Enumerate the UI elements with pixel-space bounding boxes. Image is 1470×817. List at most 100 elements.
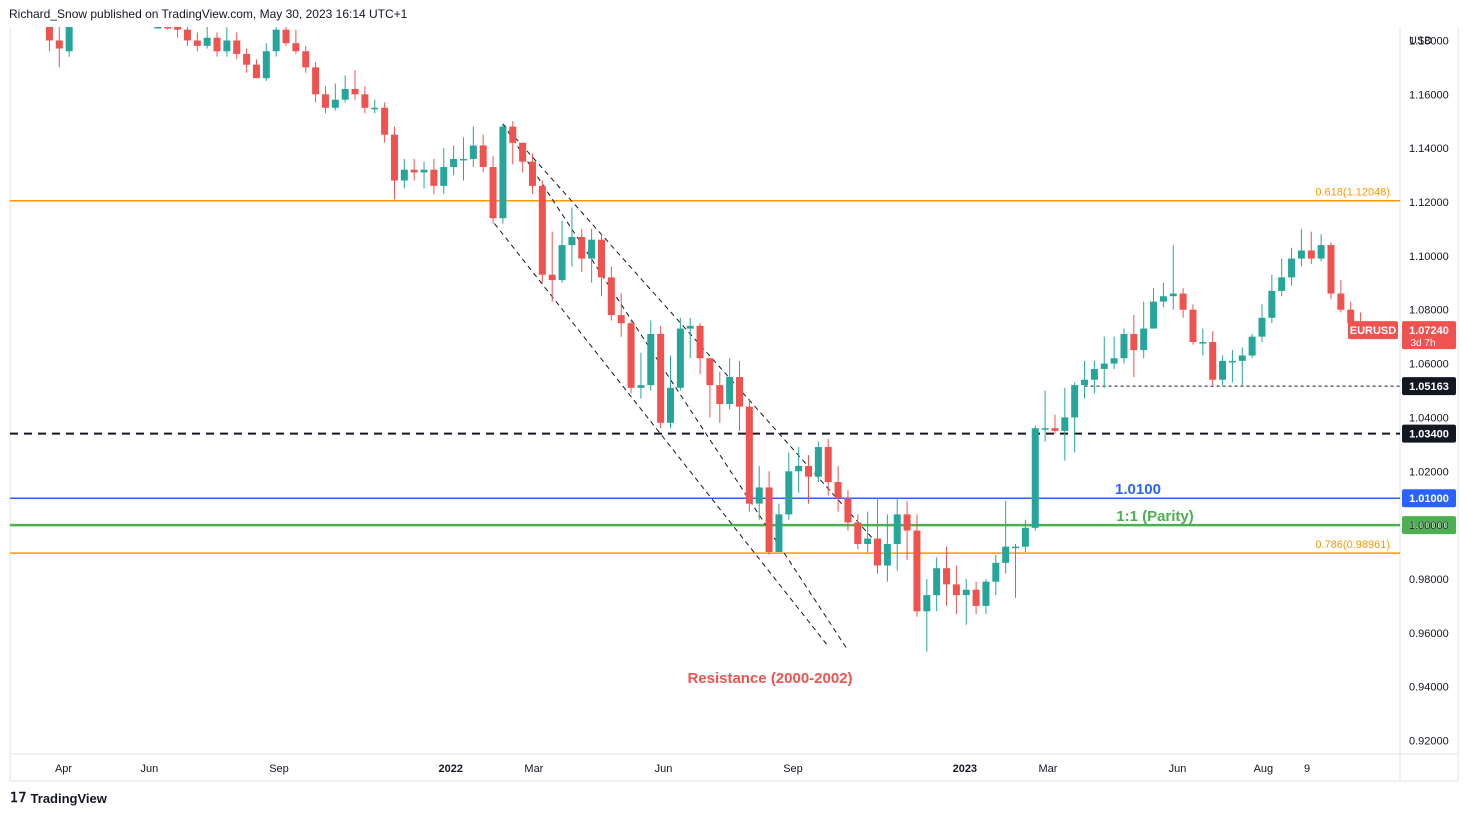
candle-body [1288,258,1296,278]
candle-body [154,27,162,29]
candle-body [765,487,773,553]
candle-body [489,167,497,219]
candle-body [509,126,517,143]
time-axis[interactable]: Apr Jun Sep 2022 Mar Jun Sep 2023 Mar Jun Aug 9 [55,763,1310,775]
candle-body [745,406,753,504]
support-level-axis-label-bg [1402,424,1456,443]
candle-body [1051,428,1059,431]
time-tick-label: 9 [1304,763,1310,775]
candle-body [371,107,379,110]
candle-body [538,185,546,275]
candle-body [854,522,862,544]
tradingview-brand: TradingView [30,791,107,806]
price-tick-label: 1.04000 [1409,412,1449,424]
candle-body [1021,527,1029,547]
candle-body [193,40,201,46]
candle-body [243,53,251,65]
time-tick-label: Sep [783,763,803,775]
candle-body [1130,333,1138,351]
candle-body [874,538,882,566]
price-tick-label: 1.06000 [1409,359,1449,371]
candle-body [469,145,477,159]
candle-body [1159,296,1167,302]
time-tick-label: Jun [655,763,673,775]
candle-body [1307,250,1315,259]
recent-low-axis-label: 1.05163 [1409,381,1449,393]
candle-body [607,277,615,316]
candle-body [913,530,921,612]
candle-body [666,387,674,423]
candle-body [65,27,73,52]
candle-body [1317,245,1325,259]
horizontal-levels [10,199,1400,554]
fib-level-label: 0.786(0.98961) [1315,539,1390,551]
candle-body [824,447,832,483]
candle-body [55,40,63,49]
parity-axis-label-bg [1402,516,1456,535]
candle-body [252,64,260,79]
plot-background [10,27,1400,754]
candle-body [1347,309,1355,324]
candle-body [410,169,418,173]
candle-body [755,487,763,504]
candle-body [923,595,931,612]
candle-body [1258,317,1266,337]
candle-body [1238,355,1246,361]
candle-body [647,333,655,386]
price-tick-label: 0.94000 [1409,682,1449,694]
price-tick-label: 0.98000 [1409,574,1449,586]
currency-label: USD [1409,35,1432,47]
parity-level-label: 1:1 (Parity) [1116,508,1194,525]
candle-body [1012,546,1020,549]
candle-body [302,51,310,68]
price-tick-label: 1.16000 [1409,89,1449,101]
candle-body [952,584,960,596]
time-tick-label: Apr [55,763,72,775]
candle-body [183,29,191,41]
candle-body [933,568,941,596]
candle-body [1041,428,1049,430]
candle-body [203,37,211,46]
candle-body [1100,363,1108,369]
price-axis[interactable]: 1.18000 1.16000 1.14000 1.12000 1.10000 1.080… [1409,35,1449,747]
price-tick-label: 1.14000 [1409,143,1449,155]
candle-body [400,169,408,181]
candle-body [1278,277,1286,291]
candle-body [706,358,714,386]
time-tick-label: Aug [1254,763,1274,775]
candle-body [430,169,438,186]
candle-body [331,99,339,108]
time-tick-label: Mar [524,763,543,775]
price-tick-label: 1.08000 [1409,305,1449,317]
candle-body [962,589,970,596]
candle-body [568,237,576,246]
candle-body [883,543,891,566]
candle-body [696,325,704,359]
candle-body [972,589,980,606]
fib-level-label: 0.618(1.12048) [1315,187,1390,199]
candle-body [903,514,911,531]
candle-body [893,514,901,544]
candle-body [223,40,231,52]
candle-body [1179,293,1187,310]
candle-body [499,126,507,219]
last-price-label: 1.07240 [1409,325,1449,337]
candle-body [726,377,734,404]
level-labels: 0.618(1.12048) 1.03400 1.0100 1.01000 1:1 (P… [1115,187,1456,551]
candle-body [617,315,625,324]
candle-body [440,167,448,186]
candle-body [548,274,556,281]
candle-body [775,514,783,553]
candle-body [450,158,458,168]
candle-body [528,161,536,186]
time-tick-label: Jun [141,763,159,775]
tradingview-logo[interactable]: 𝟣𝟩 TradingView [10,791,107,806]
candle-body [982,581,990,606]
price-tick-label: 1.10000 [1409,251,1449,263]
candle-body [1081,379,1089,386]
time-tick-label: Jun [1169,763,1187,775]
candle-body [1327,245,1335,294]
time-tick-label: 2023 [953,763,977,775]
candle-body [578,237,586,259]
